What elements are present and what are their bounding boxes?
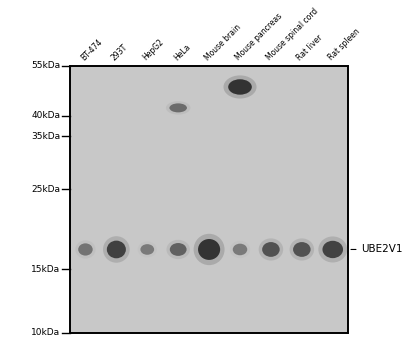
Text: 35kDa: 35kDa: [31, 132, 60, 141]
Ellipse shape: [194, 234, 224, 265]
Text: Mouse spinal cord: Mouse spinal cord: [264, 7, 320, 62]
Text: BT-474: BT-474: [79, 37, 104, 62]
Text: 293T: 293T: [110, 43, 130, 62]
Ellipse shape: [169, 103, 187, 112]
Text: HepG2: HepG2: [141, 38, 166, 62]
Ellipse shape: [224, 75, 257, 99]
Text: 40kDa: 40kDa: [31, 111, 60, 120]
Ellipse shape: [322, 241, 343, 258]
Text: HeLa: HeLa: [172, 42, 192, 62]
Ellipse shape: [78, 243, 93, 255]
Text: 10kDa: 10kDa: [31, 328, 60, 337]
Text: 15kDa: 15kDa: [31, 265, 60, 274]
Ellipse shape: [166, 101, 191, 115]
Ellipse shape: [262, 242, 280, 257]
Text: 55kDa: 55kDa: [31, 61, 60, 70]
Text: Rat liver: Rat liver: [295, 33, 325, 62]
Ellipse shape: [107, 240, 126, 258]
Ellipse shape: [170, 243, 186, 256]
Ellipse shape: [103, 236, 130, 263]
Text: Rat spleen: Rat spleen: [326, 27, 361, 62]
Ellipse shape: [166, 240, 190, 259]
Ellipse shape: [293, 242, 310, 257]
Ellipse shape: [228, 79, 252, 95]
Ellipse shape: [137, 241, 157, 257]
Ellipse shape: [233, 244, 247, 255]
FancyBboxPatch shape: [70, 66, 348, 332]
Text: Mouse brain: Mouse brain: [203, 23, 242, 62]
Text: UBE2V1: UBE2V1: [351, 244, 403, 254]
Ellipse shape: [290, 238, 314, 260]
Ellipse shape: [75, 240, 95, 259]
Ellipse shape: [259, 238, 283, 260]
Ellipse shape: [230, 241, 250, 258]
Text: 25kDa: 25kDa: [31, 184, 60, 194]
Text: Mouse pancreas: Mouse pancreas: [234, 12, 284, 62]
Ellipse shape: [198, 239, 220, 260]
Ellipse shape: [140, 244, 154, 255]
Ellipse shape: [318, 237, 347, 262]
